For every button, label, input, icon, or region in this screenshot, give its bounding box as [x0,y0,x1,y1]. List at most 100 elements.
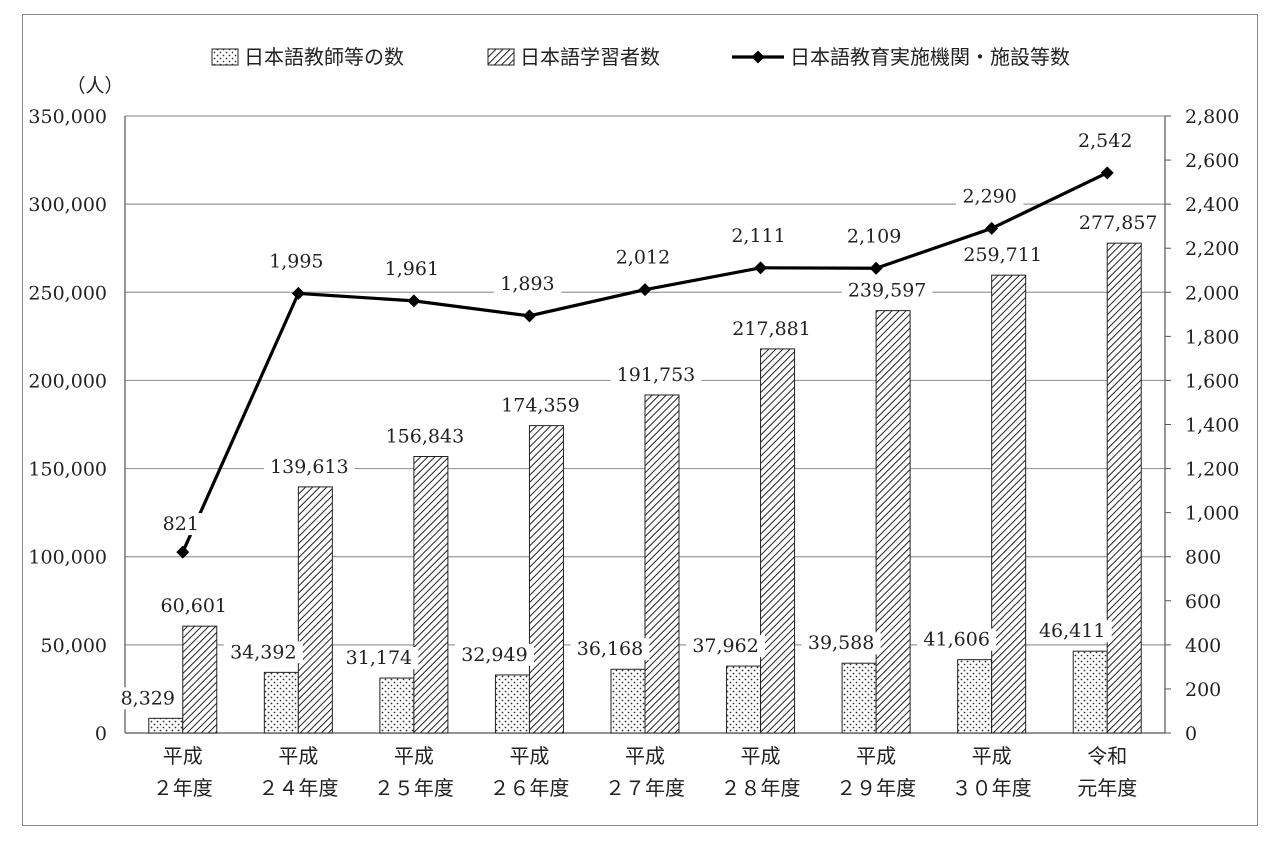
data-label-institutions: 1,995 [269,250,323,272]
x-tick-label: 平成 [278,744,318,768]
data-label-bg [495,394,586,417]
data-label-institutions: 2,012 [616,247,670,269]
line-marker [407,294,421,308]
legend-label-teachers: 日本語教師等の数 [244,45,404,69]
data-label-learners: 259,711 [963,244,1042,266]
legend-label-institutions: 日本語教育実施機関・施設等数 [790,45,1070,69]
data-label-institutions: 2,111 [731,225,785,247]
data-label-learners: 277,857 [1079,212,1158,234]
data-label-bg [154,595,234,618]
y-right-tick-label: 1,800 [1185,326,1239,348]
data-label-institutions: 2,109 [847,225,901,247]
bar-learners [1106,242,1142,734]
y-right-tick-label: 800 [1185,547,1221,569]
legend-marker-institutions [751,50,765,64]
data-label-teachers: 41,606 [923,629,989,651]
x-tick-label: 平成 [394,744,434,768]
line-marker [638,283,652,297]
data-label-learners: 174,359 [501,395,580,417]
y-right-tick-label: 2,400 [1185,194,1239,216]
bar-teachers [610,668,646,734]
line-marker [985,221,999,235]
data-label-bg [378,257,446,280]
data-label-bg [609,246,677,269]
bars [148,242,1142,734]
data-label-institutions: 2,290 [962,185,1016,207]
legend-swatch-teachers [211,48,239,66]
y-right-tick-label: 1,200 [1185,459,1239,481]
data-label-bg [955,185,1024,208]
data-label-institutions: 2,542 [1078,130,1132,152]
chart-frame [22,14,1258,826]
bar-learners [182,625,218,734]
x-tick-label: 平成 [625,744,665,768]
data-label-learners: 156,843 [386,426,465,448]
y-right-tick-label: 1,000 [1185,503,1239,525]
data-label-learners: 139,613 [270,456,349,478]
data-label-bg [610,363,702,386]
x-tick-label: ２４年度 [258,776,338,800]
y-left-tick-label: 250,000 [28,282,107,304]
data-label-bg [1071,129,1139,152]
data-label-teachers: 8,329 [121,687,175,709]
y-right-tick-label: 2,200 [1185,238,1239,260]
data-label-bg [801,632,881,655]
x-tick-label: ２９年度 [836,776,916,800]
y-left-tick-label: 50,000 [41,635,107,657]
x-tick-label: 平成 [856,744,896,768]
x-tick-label: ２６年度 [489,776,569,800]
data-label-bg [724,224,793,247]
data-label-learners: 191,753 [617,364,696,386]
data-label-bg [454,643,534,666]
x-tick-label: ２年度 [153,776,213,800]
data-label-bg [1032,620,1112,643]
data-label-teachers: 34,392 [230,641,296,663]
data-label-bg [493,272,562,295]
data-label-learners: 239,597 [848,280,927,302]
data-label-teachers: 39,588 [808,632,874,654]
y-left-tick-label: 0 [95,723,107,745]
y-right-tick-label: 1,400 [1185,415,1239,437]
bar-learners [413,456,449,734]
legend-swatch-learners [487,48,515,66]
data-label-teachers: 37,962 [692,635,758,657]
data-label-institutions: 821 [163,513,199,535]
x-tick-label: 令和 [1087,744,1127,768]
x-tick-label: 元年度 [1077,776,1137,800]
bar-teachers [1072,650,1108,734]
bar-learners [528,425,564,734]
data-label-bg [917,628,997,651]
y-right-tick-label: 1,600 [1185,370,1239,392]
data-label-institutions: 1,893 [500,273,554,295]
x-tick-label: ２５年度 [374,776,454,800]
data-labels: 8,329 60,601 821 34,392 139,613 1,995 31,174 15… [114,129,1164,710]
x-tick-label: 平成 [163,744,203,768]
line-marker [522,309,536,323]
data-label-bg [262,250,331,273]
data-label-teachers: 46,411 [1039,620,1105,642]
data-label-bg [114,687,182,710]
bar-teachers [379,677,415,734]
bar-teachers [957,659,993,734]
x-tick-label: ２８年度 [721,776,801,800]
data-label-learners: 217,881 [732,318,811,340]
data-label-bg [339,647,419,670]
y-left-tick-label: 200,000 [28,370,107,392]
y-right-tick-label: 2,000 [1185,282,1239,304]
bar-teachers [494,674,530,734]
bar-teachers [726,665,762,734]
data-label-bg [841,279,933,302]
y-right-tick-label: 200 [1185,679,1221,701]
y-right-tick-label: 2,800 [1185,106,1239,128]
line-marker [291,286,305,300]
data-label-institutions: 1,961 [385,258,439,280]
bar-teachers [263,671,299,734]
data-label-bg [158,513,204,536]
y-left-unit-label: （人） [66,75,123,97]
data-label-bg [686,635,766,658]
bar-learners [760,348,796,734]
data-label-bg [957,244,1048,267]
data-label-bg [1072,212,1164,235]
data-label-teachers: 31,174 [346,647,412,669]
x-tick-label: 平成 [509,744,549,768]
